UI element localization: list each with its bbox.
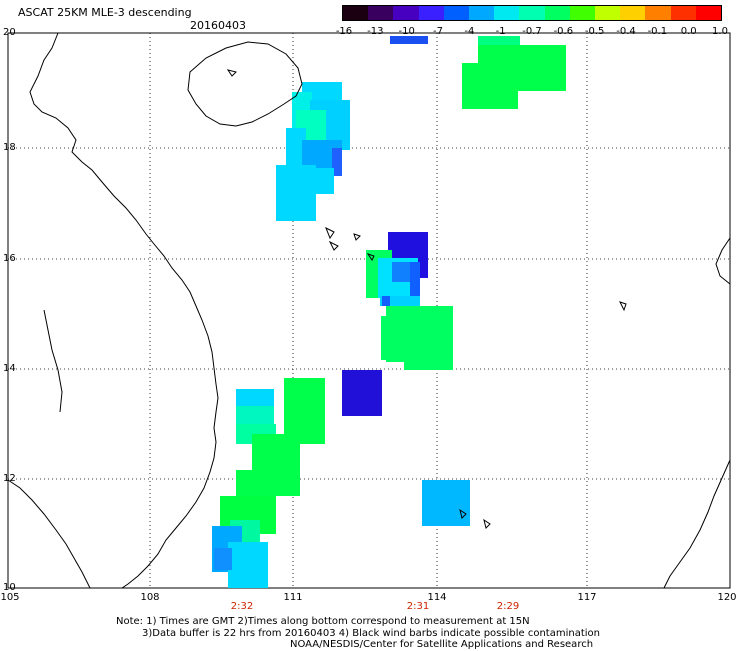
wind-cell [316,168,334,194]
palawan-coast [663,459,731,589]
wind-cell [422,480,470,526]
lat-label-20: 20 [3,27,16,38]
wind-cell [410,262,420,298]
colorbar-tick-label: 1.0 [712,26,728,37]
map-frame [7,32,731,589]
wind-cell [404,306,453,370]
colorbar-tick-label: -0.5 [584,26,605,37]
colorbar-tick-label: -0.1 [647,26,668,37]
colorbar-tick-label: -16 [335,26,353,37]
wind-cell [228,542,268,588]
wind-cell [392,262,412,282]
colorbar [342,5,722,21]
vietnam-coast [29,32,219,589]
product-date: 20160403 [190,19,246,32]
wind-cell [236,406,274,426]
colorbar-segment [418,6,444,20]
note-line-1: Note: 1) Times are GMT 2)Times along bot… [116,616,530,627]
lon-label-117: 117 [577,592,597,603]
lat-label-18: 18 [3,142,16,153]
colorbar-tick-label: -0.4 [616,26,636,37]
gulf-coast [7,479,91,589]
colorbar-segment [544,6,570,20]
lon-label-111: 111 [283,592,303,603]
colorbar-segment [519,6,545,20]
lat-label-12: 12 [3,473,16,484]
inner-coast [43,309,63,413]
colorbar-segment [469,6,495,20]
colorbar-tick-label: 0.0 [680,26,697,37]
wind-cell [236,389,274,407]
lon-label-105: 105 [0,592,20,603]
wind-cell [276,165,316,221]
luzon-coast [715,237,731,285]
colorbar-segment [368,6,394,20]
graticule [8,33,730,588]
hainan-island [187,41,303,127]
wind-cell [462,63,518,109]
wind-cell [390,36,428,44]
colorbar-segment [620,6,646,20]
colorbar-tick-label: -10 [398,26,415,37]
colorbar-segment [393,6,419,20]
colorbar-segment [343,6,369,20]
colorbar-segment [695,6,722,20]
wind-cell [381,316,393,360]
colorbar-tick-label: -0.6 [553,26,574,37]
lon-label-114: 114 [427,592,447,603]
wind-cell [342,370,382,416]
pass-time: 2:31 [406,601,430,612]
wind-cell [332,148,342,176]
colorbar-tick-label: -13 [367,26,384,37]
wind-cell [382,296,390,306]
pass-time: 2:29 [496,601,520,612]
colorbar-segment [645,6,671,20]
note-line-3: NOAA/NESDIS/Center for Satellite Applica… [290,639,594,650]
lon-label-120: 120 [717,592,737,603]
coastlines [7,32,731,589]
wind-cell [214,548,232,570]
product-title: ASCAT 25KM MLE-3 descending [18,6,192,19]
wind-cell [284,378,325,444]
colorbar-segment [443,6,470,20]
note-line-2: 3)Data buffer is 22 hrs from 20160403 4)… [142,628,600,639]
colorbar-segment [670,6,696,20]
wind-cell [380,296,420,306]
wind-cell [286,128,306,168]
lat-label-14: 14 [3,363,16,374]
pass-time: 2:32 [230,601,254,612]
colorbar-tick-label: -1 [495,26,506,37]
colorbar-segment [569,6,596,20]
lon-label-108: 108 [140,592,160,603]
wind-cells [212,36,566,588]
colorbar-tick-label: -7 [433,26,443,37]
lat-label-10: 10 [3,582,16,593]
colorbar-segment [595,6,621,20]
colorbar-tick-label: -0.7 [522,26,542,37]
colorbar-segment [494,6,520,20]
colorbar-tick-label: -4 [464,26,475,37]
lat-label-16: 16 [3,253,16,264]
